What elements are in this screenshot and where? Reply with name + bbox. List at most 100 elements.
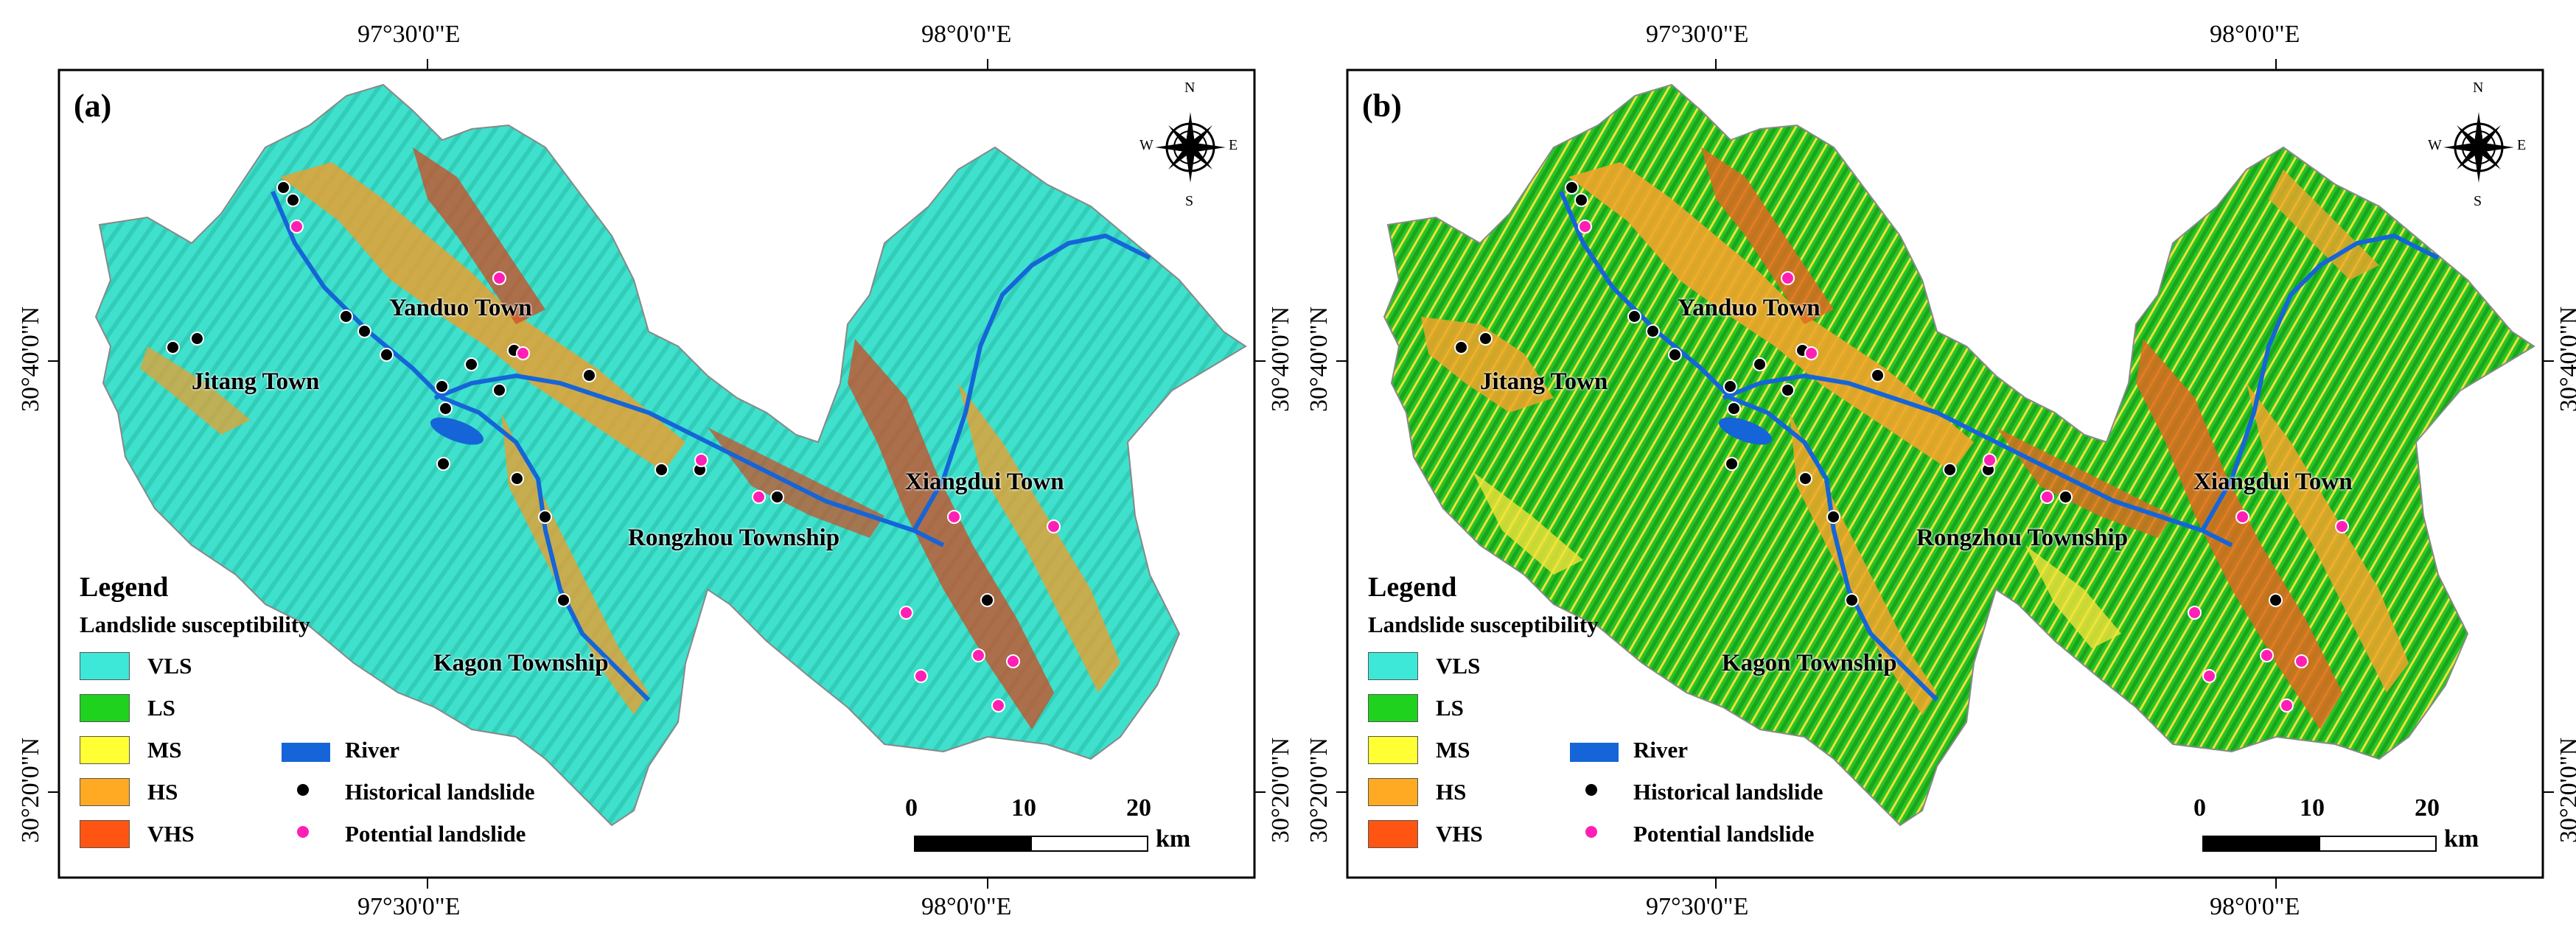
legend-subtitle: Landslide susceptibility [1368,612,1599,637]
historical-landslide [655,463,669,477]
potential-landslide [2280,699,2294,713]
historical-landslide [1871,368,1885,382]
legend-label-ls: LS [1436,695,1464,721]
potential-landslide [516,346,530,360]
historical-landslide [510,472,524,486]
potential-landslide [2335,519,2349,533]
historical-landslide [439,402,453,416]
potential-landslide [1047,519,1061,533]
lon-bottom-2: 98°0'0"E [2210,893,2300,920]
scale-bar-black [914,836,1033,852]
lat-left-2: 30°20'0"N [1305,737,1333,843]
scale-tick-0: 0 [2193,794,2206,822]
historical-landslide [2269,593,2283,607]
town-xiangdui: Xiangdui Town [2193,469,2353,495]
historical-landslide [380,348,394,362]
potential-landslide [899,606,913,620]
historical-landslide [166,340,180,354]
compass-n-label: N [2473,80,2484,96]
historical-landslide [1725,457,1739,471]
compass-w-label: W [1139,137,1153,153]
scale-tick-0: 0 [905,794,918,822]
historical-landslide [339,309,353,323]
historical-landslide [1565,181,1579,195]
compass-e-label: E [2517,137,2527,153]
scale-tick-20: 20 [1126,794,1151,822]
town-xiangdui: Xiangdui Town [905,469,1064,495]
legend-label-vls: VLS [1436,653,1481,679]
historical-landslide [357,324,371,338]
river-b [1559,190,2440,702]
potential-landslide [694,453,708,467]
town-jitang: Jitang Town [192,368,320,395]
town-jitang: Jitang Town [1480,368,1608,395]
historical-landslide [1826,510,1840,524]
legend-swatch-ms [80,736,130,764]
legend-label-vls: VLS [147,653,192,679]
legend-swatch-hs [80,778,130,806]
lon-bottom-2: 98°0'0"E [921,893,1012,920]
potential-landslide [2040,490,2054,504]
potential-landslide [971,648,985,662]
legend-label-potential: Potential landslide [345,821,526,847]
legend-swatch-vhs [1368,820,1418,848]
legend-swatch-vls [1368,652,1418,680]
scale-unit: km [2444,825,2479,853]
historical-landslide [190,332,204,346]
historical-landslide [1646,324,1660,338]
legend-swatch-river [282,743,330,762]
potential-landslide [1804,346,1818,360]
legend-swatch-vls [80,652,130,680]
compass-n-label: N [1184,80,1195,96]
scale-tick-10: 10 [2300,794,2325,822]
historical-landslide [1753,357,1767,371]
legend-potential-icon [297,826,309,838]
historical-landslide [1727,402,1741,416]
lat-left-2: 30°20'0"N [17,737,44,843]
scale-tick-20: 20 [2415,794,2440,822]
lon-top-1: 97°30'0"E [1646,21,1749,48]
lon-bottom-1: 97°30'0"E [1646,893,1749,920]
compass-e-label: E [1229,137,1238,153]
historical-landslide [492,383,506,397]
historical-landslide [980,593,994,607]
legend-label-river: River [345,737,400,763]
historical-landslide [538,510,552,524]
map-frame-b [1336,59,2554,889]
panel-label-b: (b) [1362,88,1402,124]
map-frame-a [48,59,1266,889]
historical-landslide [770,490,784,504]
historical-landslide [1479,332,1493,346]
scale-tick-10: 10 [1011,794,1036,822]
historical-landslide [1845,593,1859,607]
lon-top-2: 98°0'0"E [921,21,1012,48]
potential-landslide [1578,220,1592,234]
legend-potential-icon [1585,826,1597,838]
lon-top-1: 97°30'0"E [357,21,461,48]
historical-landslide [435,379,449,393]
legend-label-historical: Historical landslide [1633,779,1823,805]
potential-landslide [2235,510,2249,524]
historical-landslide [1668,348,1682,362]
legend-swatch-hs [1368,778,1418,806]
scale-bar-black [2202,836,2322,852]
historical-landslide [286,193,300,207]
potential-landslide [752,490,766,504]
historical-landslide [464,357,478,371]
compass-s-label: S [1185,193,1194,209]
town-yanduo: Yanduo Town [389,295,532,321]
panel-a: (a) 97°30'0"E 98°0'0"E 97°30'0"E 98°0'0"… [17,21,1294,920]
potential-landslide [2260,648,2274,662]
potential-landslide [1983,453,1997,467]
historical-landslide [2059,490,2073,504]
lat-left-1: 30°40'0"N [1305,306,1333,412]
legend-label-ms: MS [1436,737,1470,763]
legend-label-ls: LS [147,695,175,721]
historical-landslide [276,181,290,195]
legend-label-ms: MS [147,737,182,763]
legend-swatch-vhs [80,820,130,848]
town-kagon: Kagon Township [433,650,609,676]
town-yanduo: Yanduo Town [1678,295,1821,321]
scale-unit: km [1156,825,1191,853]
town-rongzhou: Rongzhou Township [1916,525,2129,551]
